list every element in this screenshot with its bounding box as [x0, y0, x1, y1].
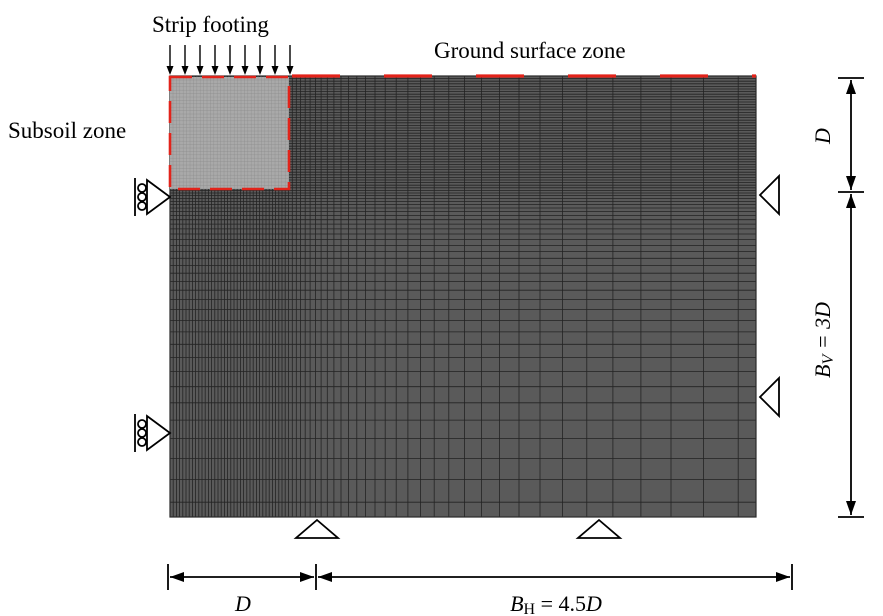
subsoil-zone-area — [170, 77, 289, 189]
horizontal-dimension-lines — [168, 564, 792, 590]
depth-label: D — [810, 128, 835, 145]
pin-support-icon — [760, 378, 779, 416]
load-arrowhead-icon — [272, 66, 279, 75]
ground-surface-zone-label: Ground surface zone — [434, 38, 626, 63]
strip-footing-label: Strip footing — [152, 12, 269, 37]
load-arrowhead-icon — [287, 66, 294, 75]
load-arrowhead-icon — [167, 66, 174, 75]
load-arrowhead-icon — [197, 66, 204, 75]
load-arrowhead-icon — [242, 66, 249, 75]
load-arrowhead-icon — [257, 66, 264, 75]
pin-support-icon — [578, 520, 620, 538]
vertical-extent-label: BV = 3D — [810, 302, 837, 378]
horizontal-depth-label: D — [234, 591, 251, 616]
strip-footing-load-arrows — [167, 45, 294, 75]
load-arrowhead-icon — [182, 66, 189, 75]
pin-support-icon — [296, 520, 338, 538]
roller-support-icon — [135, 414, 170, 452]
load-arrowhead-icon — [212, 66, 219, 75]
horizontal-extent-label: BH = 4.5D — [510, 591, 602, 616]
vertical-dimension-lines — [838, 78, 864, 517]
pin-support-icon — [760, 176, 779, 214]
load-arrowhead-icon — [227, 66, 234, 75]
subsoil-zone-label: Subsoil zone — [8, 118, 126, 143]
roller-support-icon — [135, 178, 170, 216]
